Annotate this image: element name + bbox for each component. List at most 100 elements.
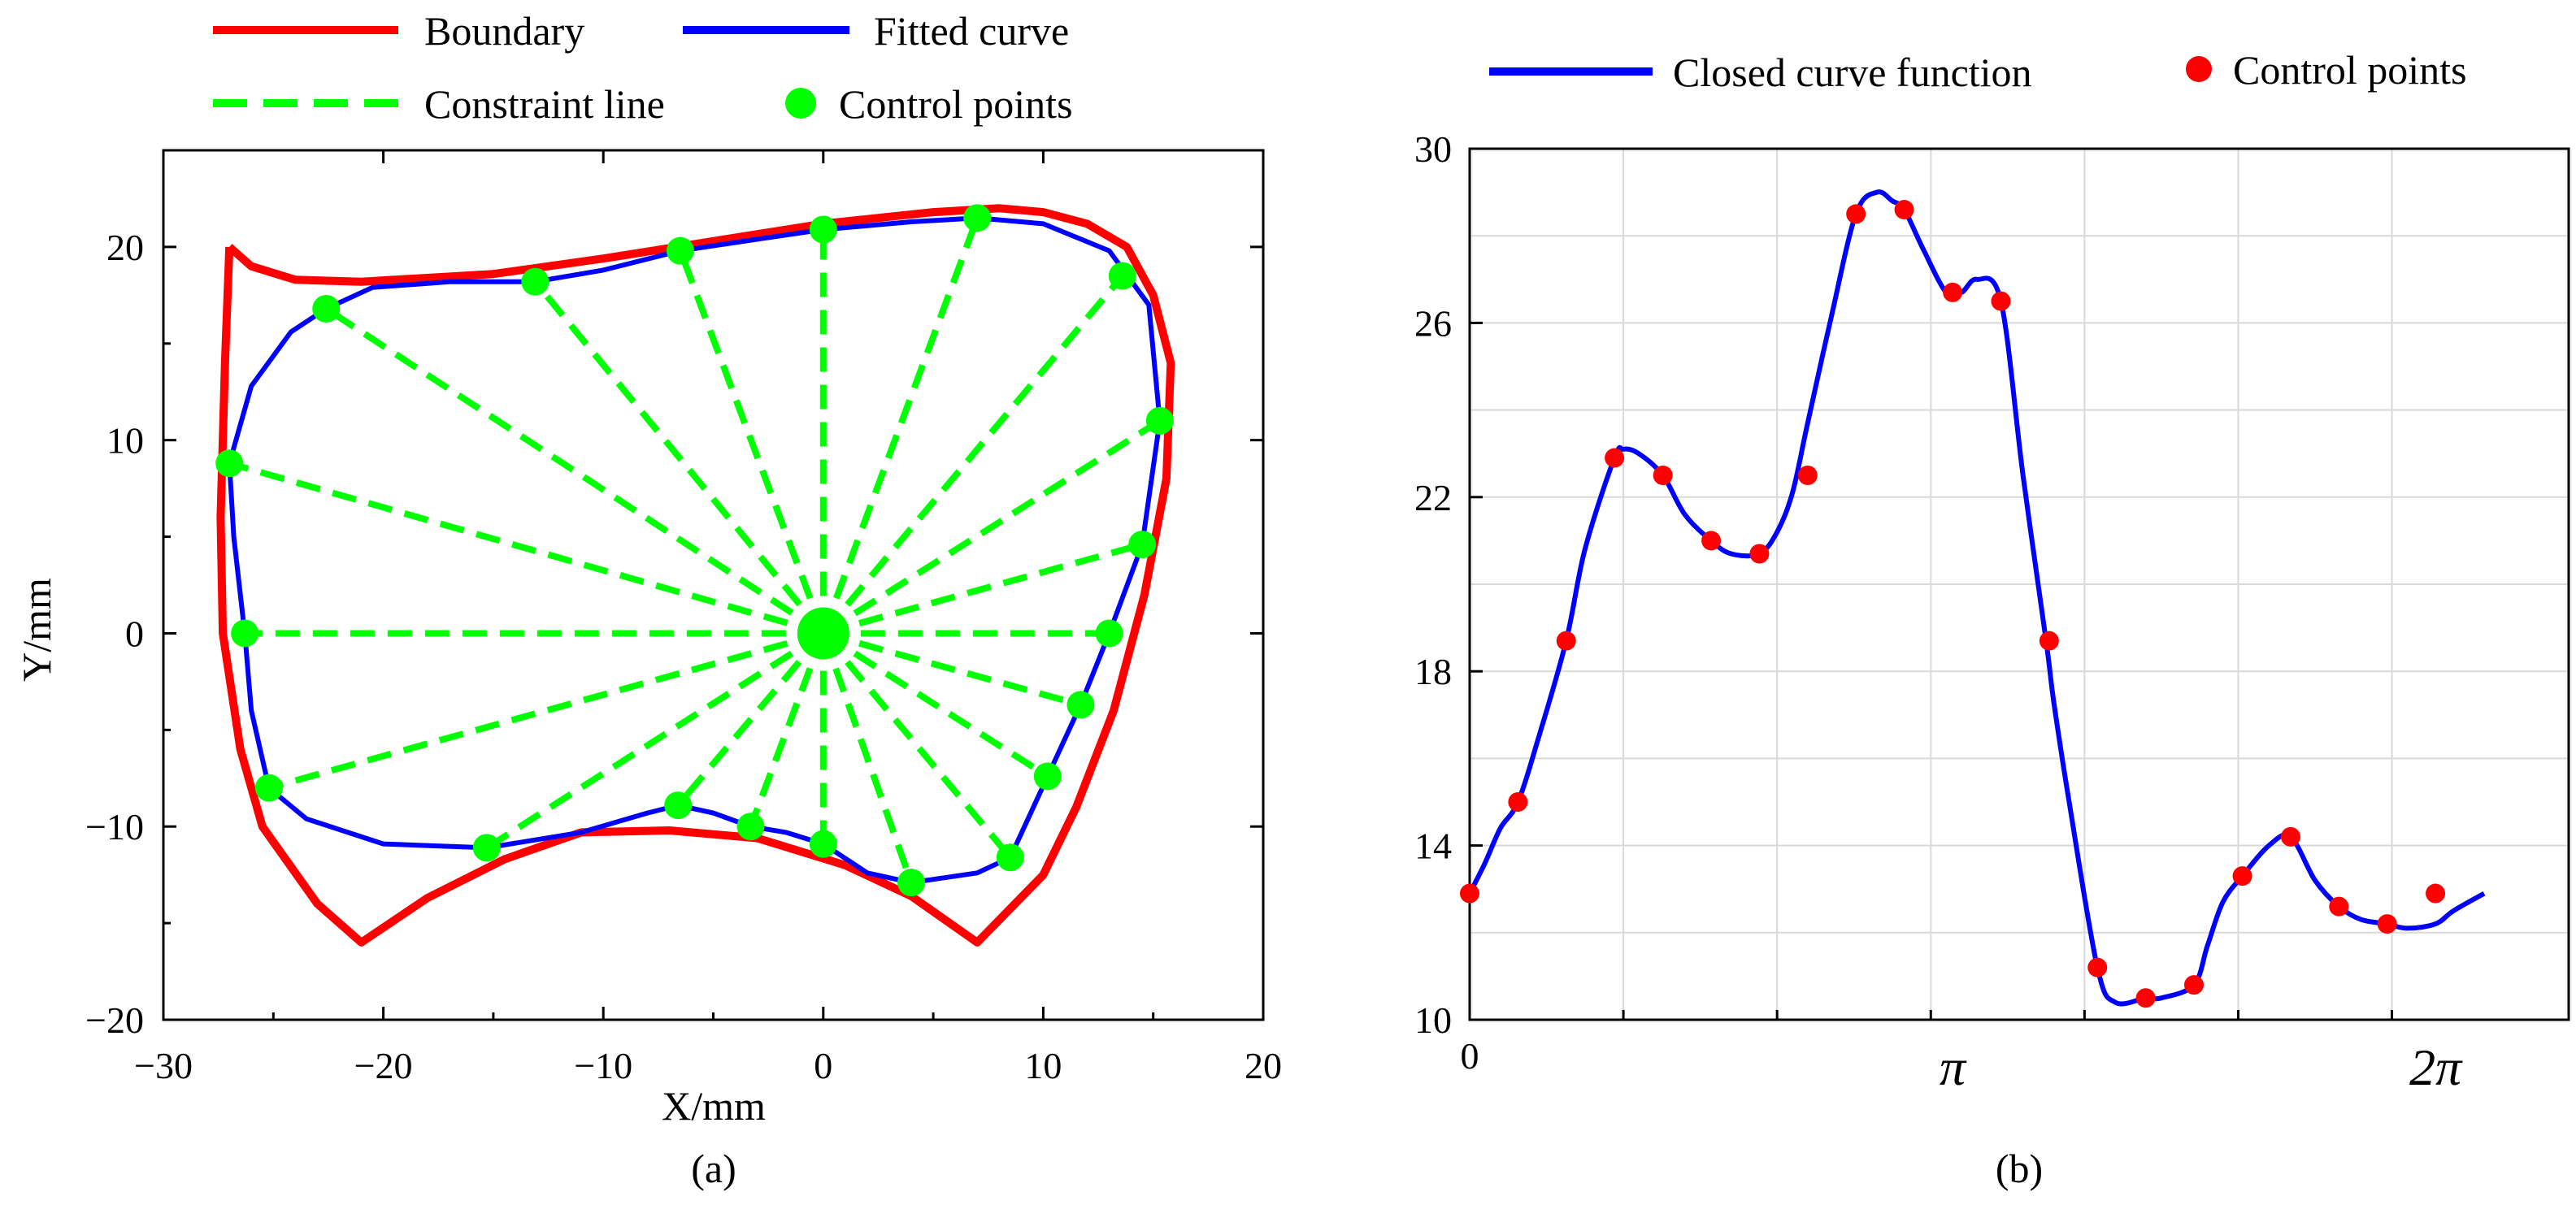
control-point-a — [996, 843, 1024, 872]
control-point-b — [2426, 883, 2446, 904]
constraint-line — [820, 631, 1013, 860]
plot-b-frame — [1468, 147, 2570, 1021]
control-point-a — [472, 834, 501, 862]
control-points-a — [215, 204, 1174, 897]
plot-a-xlabel: X/mm — [662, 1083, 766, 1129]
legend-b-control-label: Control points — [2233, 47, 2467, 93]
control-point-b — [2329, 896, 2349, 917]
control-point-a — [736, 813, 765, 841]
control-point-b — [1943, 282, 1963, 302]
legend-b-control-marker — [2186, 56, 2212, 82]
constraint-line — [324, 306, 825, 636]
control-point-b — [1846, 204, 1866, 224]
plot-a-xtick-label: 20 — [1245, 1045, 1282, 1086]
control-point-b — [1991, 291, 2011, 311]
legend-b-curve-label: Closed curve function — [1673, 50, 2032, 95]
control-point-b — [1508, 792, 1528, 812]
plot-b-ticks: 10 14 18 22 26 30 0 π 2π — [1414, 128, 2463, 1096]
control-point-a — [963, 204, 992, 232]
control-point-a — [312, 294, 341, 323]
control-point-a — [521, 267, 550, 296]
plot-b-caption: (b) — [1996, 1146, 2043, 1191]
plot-b-ytick-label: 22 — [1414, 477, 1452, 518]
control-point-a — [215, 449, 244, 478]
fitted-curve — [227, 215, 1162, 886]
legend-a-control-marker — [785, 88, 816, 119]
plot-b-ytick-label: 26 — [1414, 302, 1452, 344]
plot-a-xtick-label: 10 — [1024, 1045, 1062, 1086]
constraint-line — [821, 631, 1049, 779]
plot-a-ytick-label: 20 — [106, 227, 144, 268]
control-point-a — [1128, 531, 1157, 559]
control-point-b — [1556, 631, 1576, 651]
legend-a-fitted-label: Fitted curve — [874, 8, 1069, 54]
boundary-curve — [216, 204, 1175, 947]
control-point-b — [1460, 883, 1479, 904]
constraint-line — [747, 632, 827, 828]
constraint-line — [532, 280, 826, 635]
plot-b-xtick-label: 0 — [1461, 1035, 1479, 1077]
constraint-line — [822, 541, 1144, 637]
plot-b-ytick-label: 14 — [1414, 826, 1452, 867]
constraint-line — [820, 273, 1125, 636]
control-point-b — [1653, 466, 1673, 485]
control-point-a — [231, 619, 259, 648]
constraint-lines — [228, 216, 1162, 884]
plot-a-xtick-label: 0 — [814, 1045, 832, 1086]
control-point-a — [1066, 691, 1095, 719]
legend-a-constraint-label: Constraint line — [424, 81, 665, 127]
plot-a-caption: (a) — [691, 1146, 736, 1191]
control-points-b — [1460, 200, 2446, 1008]
control-point-a — [1095, 619, 1123, 648]
legend-a: Boundary Fitted curve Constraint line Co… — [213, 8, 1073, 127]
constraint-line — [820, 216, 980, 635]
plot-b-xtick-label: 2π — [2409, 1038, 2463, 1096]
control-point-b — [1749, 544, 1770, 564]
control-point-a — [666, 236, 694, 265]
control-point-b — [2039, 631, 2059, 651]
plot-a-ytick-label: −20 — [85, 999, 144, 1041]
control-point-b — [1605, 448, 1625, 468]
control-point-b — [2232, 866, 2252, 886]
control-point-a — [1145, 406, 1174, 435]
control-point-a — [664, 791, 693, 820]
plot-a-ytick-label: 0 — [125, 613, 144, 654]
plot-a-ytick-label: −10 — [85, 806, 144, 847]
plot-a-ytick-label: 10 — [106, 420, 144, 462]
control-point-a — [254, 774, 283, 802]
control-point-b — [2135, 988, 2156, 1008]
plot-b-ytick-label: 10 — [1414, 999, 1452, 1041]
control-point-b — [2087, 957, 2108, 977]
constraint-line — [228, 460, 824, 637]
constraint-line — [677, 249, 827, 635]
plot-a-ylabel: Y/mm — [14, 578, 59, 682]
constraint-line — [675, 631, 826, 808]
center-point — [797, 607, 849, 660]
constraint-line — [820, 632, 914, 884]
control-point-b — [2377, 914, 2397, 934]
plot-b-ytick-label: 18 — [1414, 651, 1452, 692]
control-point-b — [1701, 531, 1722, 551]
control-point-b — [1797, 466, 1818, 485]
legend-a-control-label: Control points — [839, 81, 1073, 127]
plot-a-xtick-label: −20 — [354, 1045, 413, 1086]
constraint-line — [821, 418, 1162, 636]
control-point-a — [809, 215, 837, 244]
control-point-b — [2183, 975, 2204, 995]
control-point-a — [1033, 762, 1062, 791]
plot-a-xtick-label: −10 — [574, 1045, 632, 1086]
control-point-a — [1108, 262, 1136, 290]
control-point-b — [2280, 826, 2300, 847]
constraint-line — [267, 630, 824, 791]
control-point-a — [897, 869, 926, 897]
plot-b-ytick-label: 30 — [1414, 128, 1452, 170]
plot-b: 10 14 18 22 26 30 0 π 2π — [1414, 128, 2570, 1096]
legend-a-boundary-label: Boundary — [424, 8, 584, 54]
control-point-a — [809, 830, 837, 858]
plot-a-xtick-label: −30 — [134, 1045, 193, 1086]
plot-b-xtick-label: π — [1940, 1038, 1967, 1096]
constraint-line — [822, 630, 1082, 709]
